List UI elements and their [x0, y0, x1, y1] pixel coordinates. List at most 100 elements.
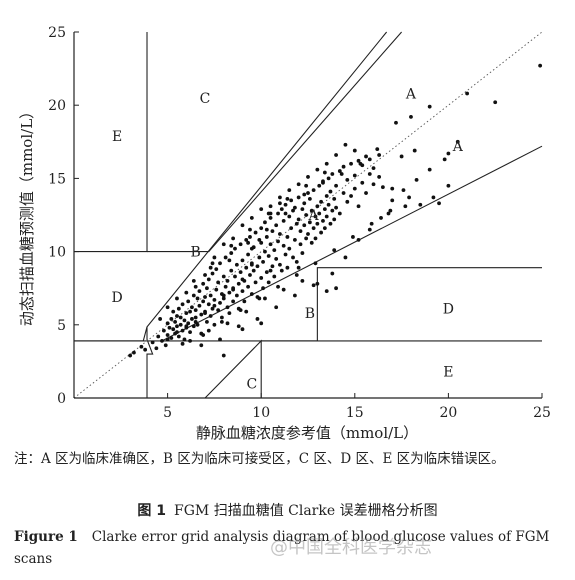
data-point — [225, 321, 230, 326]
data-point — [272, 274, 277, 279]
data-point — [313, 261, 318, 266]
data-point — [205, 319, 209, 324]
data-point — [442, 157, 447, 162]
data-point — [287, 188, 292, 193]
data-point — [214, 287, 219, 292]
data-point — [300, 207, 305, 212]
data-point — [399, 154, 404, 159]
data-point — [221, 293, 226, 298]
data-point — [538, 63, 543, 68]
data-point — [281, 287, 286, 292]
data-point — [175, 314, 179, 318]
data-point — [244, 309, 249, 314]
data-point — [291, 208, 295, 213]
data-point — [332, 217, 337, 222]
data-point — [296, 265, 301, 270]
data-point — [367, 227, 372, 232]
data-point — [313, 214, 318, 219]
data-point — [313, 236, 318, 241]
data-point — [253, 230, 258, 235]
data-point — [193, 284, 198, 289]
data-point — [261, 286, 265, 291]
data-point — [334, 205, 338, 210]
data-point — [191, 324, 196, 329]
data-point — [225, 278, 230, 283]
data-point — [289, 226, 294, 231]
zone-label-b: B — [305, 306, 315, 322]
zone-label-d: D — [443, 302, 454, 318]
data-point — [291, 255, 295, 260]
data-point — [199, 312, 204, 317]
data-point — [279, 268, 284, 273]
zone-label-c: C — [246, 376, 257, 392]
data-point — [203, 311, 207, 315]
data-point — [264, 235, 269, 239]
data-point — [328, 221, 333, 226]
data-point — [197, 303, 202, 308]
data-point — [132, 350, 136, 355]
data-point — [403, 204, 408, 209]
data-point — [287, 214, 292, 219]
data-point — [229, 243, 234, 248]
data-point — [161, 328, 166, 333]
zone-e-boundary — [74, 32, 148, 253]
data-point — [379, 216, 383, 220]
data-point — [304, 213, 309, 217]
data-point — [206, 277, 211, 282]
data-point — [278, 262, 282, 267]
data-point — [206, 302, 211, 307]
data-point — [201, 299, 206, 304]
data-point — [493, 100, 498, 105]
data-point — [248, 227, 252, 232]
data-point — [306, 232, 310, 236]
data-point — [332, 248, 337, 253]
data-point — [175, 296, 179, 301]
data-point — [249, 216, 254, 220]
data-point — [212, 303, 217, 308]
axes: 0 5 10 15 20 25 5 10 15 20 25 — [48, 25, 551, 421]
x-tick-label: 25 — [533, 405, 551, 421]
data-point — [210, 261, 215, 266]
data-points — [128, 63, 543, 358]
data-point — [218, 261, 222, 266]
data-point — [163, 343, 168, 348]
data-point — [401, 188, 406, 193]
data-point — [255, 264, 260, 269]
data-point — [285, 265, 290, 270]
data-point — [455, 139, 460, 144]
data-point — [208, 293, 213, 298]
data-point — [178, 322, 183, 327]
data-point — [281, 218, 286, 223]
data-point — [182, 318, 187, 323]
data-point — [292, 237, 297, 242]
data-point — [414, 177, 419, 182]
x-tick-label: 15 — [346, 405, 364, 421]
data-point — [216, 308, 221, 313]
data-point — [233, 274, 237, 279]
zone-d-lower-boundary — [261, 267, 542, 342]
data-point — [322, 170, 327, 175]
data-point — [190, 317, 194, 321]
data-point — [418, 202, 423, 207]
data-point — [371, 166, 376, 171]
y-tick-label: 0 — [57, 391, 66, 407]
data-point — [266, 280, 271, 285]
data-point — [234, 293, 239, 298]
data-point — [364, 191, 368, 195]
data-point — [205, 286, 209, 291]
data-point — [339, 172, 344, 176]
data-point — [218, 337, 222, 342]
data-point — [208, 314, 213, 318]
data-point — [231, 299, 236, 304]
data-point — [184, 324, 189, 329]
data-point — [322, 226, 327, 231]
data-point — [263, 249, 267, 254]
data-point — [173, 319, 177, 324]
data-point — [175, 324, 179, 329]
data-point — [274, 305, 279, 310]
data-point — [270, 264, 275, 269]
x-axis-label: 静脉血糖浓度参考值（mmol/L） — [196, 424, 418, 442]
data-point — [180, 341, 185, 346]
data-point — [240, 327, 245, 332]
data-point — [281, 243, 286, 248]
